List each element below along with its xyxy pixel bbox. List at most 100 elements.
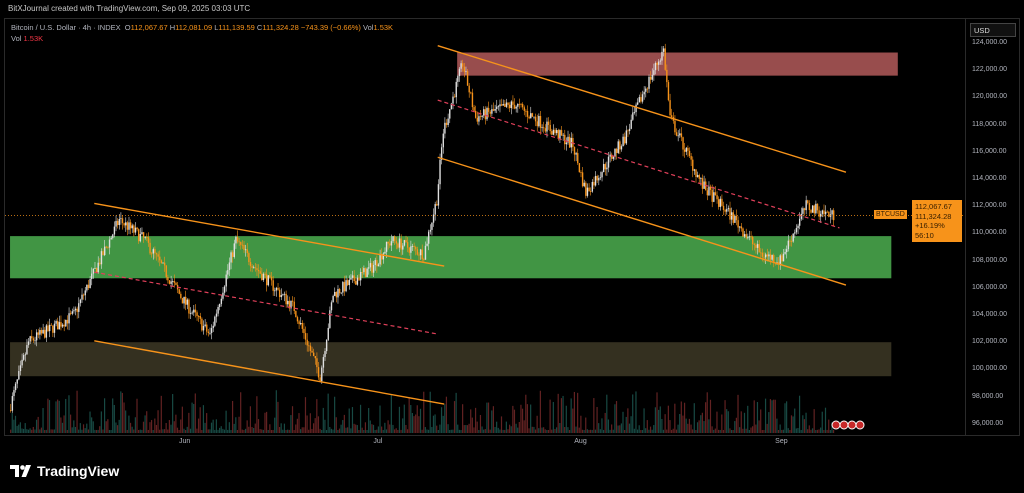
candle [627, 130, 629, 132]
candle [376, 260, 378, 267]
volume-bar [580, 415, 582, 433]
candle [682, 137, 684, 150]
candle [789, 240, 791, 242]
volume-bar [282, 429, 284, 433]
candle [300, 322, 302, 325]
volume-bar [139, 429, 141, 433]
volume-bar [795, 428, 797, 433]
currency-button[interactable]: USD [970, 23, 1016, 37]
candle [541, 127, 543, 129]
candle [126, 222, 129, 230]
volume-bar [149, 422, 151, 433]
volume-bar [257, 419, 260, 433]
volume-bar [432, 415, 435, 433]
candle [403, 240, 406, 246]
close-label: C [256, 23, 263, 32]
candle [591, 181, 594, 192]
volume-bar [295, 424, 297, 433]
volume-bar [782, 429, 784, 433]
price-tick: 114,000.00 [972, 175, 1007, 182]
volume-bar [669, 420, 671, 433]
volume-bar [408, 397, 410, 433]
candle [186, 299, 189, 305]
volume-bar [275, 390, 277, 433]
candle [19, 365, 22, 372]
tradingview-logo[interactable]: TradingView [10, 463, 119, 479]
candle [421, 249, 423, 260]
volume-bar [369, 420, 371, 433]
candle [194, 309, 197, 313]
volume-bar [274, 417, 276, 433]
candle [141, 232, 143, 235]
candle [636, 102, 639, 105]
volume-bar [732, 430, 734, 433]
volume-bar [261, 429, 263, 433]
volume-bar [489, 429, 491, 433]
candle [262, 273, 265, 280]
candle [415, 246, 417, 250]
candle [479, 116, 482, 118]
volume-bar [231, 400, 234, 433]
candle [648, 76, 650, 89]
price-tick: 96,000.00 [972, 419, 1004, 427]
candle [434, 204, 436, 215]
volume-bar [142, 421, 145, 433]
candle [662, 48, 665, 52]
candle [419, 249, 422, 256]
candle [695, 169, 697, 177]
volume-bar [698, 420, 700, 433]
volume-bar [317, 416, 320, 433]
volume-bar [653, 425, 655, 433]
candle [150, 253, 153, 255]
volume-bar [170, 424, 172, 433]
volume-bar [217, 429, 219, 433]
volume-bar [415, 414, 417, 433]
percent-change: +16.19% [915, 221, 945, 230]
volume-bar [223, 429, 226, 433]
volume-bar [31, 429, 33, 433]
candle [790, 240, 793, 242]
candle [266, 274, 268, 286]
volume-bar [711, 426, 713, 433]
price-axis[interactable] [965, 18, 1020, 436]
low-value: 111,139.59 [218, 23, 255, 32]
candle [52, 325, 54, 333]
volume-bar [755, 424, 757, 433]
volume-bar [543, 427, 545, 433]
volume-bar [71, 427, 73, 433]
candle [638, 97, 640, 103]
volume-bar [436, 425, 438, 433]
candle [622, 136, 624, 147]
candle [513, 104, 516, 109]
candle [332, 295, 334, 303]
volume-bar [189, 428, 192, 433]
candle [581, 172, 584, 187]
candle [316, 358, 318, 368]
candle [474, 110, 477, 118]
candle [748, 236, 751, 238]
volume-bar [296, 418, 298, 433]
candle [465, 71, 467, 72]
volume-bar [591, 429, 593, 433]
candle [816, 203, 819, 211]
candle [185, 296, 187, 305]
volume-bar [405, 424, 407, 433]
candle [66, 319, 69, 324]
volume-bar [496, 421, 498, 433]
volume-bar [165, 422, 167, 433]
candle [71, 311, 73, 314]
volume-bar [672, 428, 674, 433]
candle [253, 267, 255, 269]
symbol-name[interactable]: Bitcoin / U.S. Dollar · 4h · INDEX [11, 23, 121, 32]
candle [818, 210, 820, 217]
volume-bar [324, 419, 326, 433]
candle [261, 273, 263, 280]
candle [55, 321, 57, 324]
event-flag-icon [839, 420, 849, 430]
volume-bar [688, 418, 691, 433]
volume-bar [48, 400, 51, 433]
volume-bar [745, 428, 747, 433]
volume-bar [141, 429, 143, 433]
volume-bar [735, 417, 737, 433]
